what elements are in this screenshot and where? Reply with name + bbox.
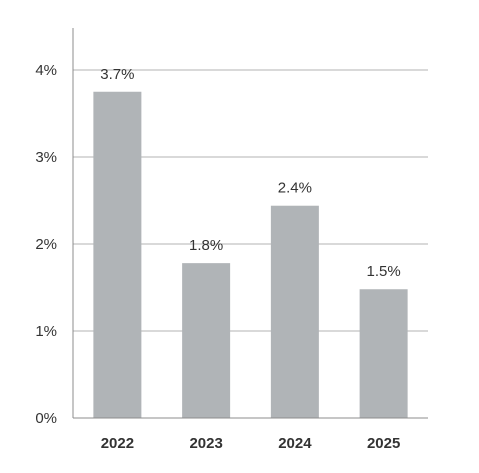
bar-2024 — [270, 205, 319, 418]
data-label-2022: 3.7% — [100, 66, 134, 83]
y-tick-label: 4% — [35, 62, 57, 79]
y-tick-label: 2% — [35, 236, 57, 253]
bars — [93, 91, 408, 418]
x-tick-label: 2023 — [189, 435, 222, 452]
x-tick-label: 2025 — [367, 435, 400, 452]
x-tick-labels: 2022 2023 2024 2025 — [101, 435, 401, 452]
y-tick-label: 1% — [35, 323, 57, 340]
bar-2023 — [182, 263, 231, 418]
y-tick-label: 0% — [35, 410, 57, 427]
data-labels: 3.7% 1.8% 2.4% 1.5% — [100, 66, 400, 280]
x-tick-label: 2022 — [101, 435, 134, 452]
x-tick-label: 2024 — [278, 435, 312, 452]
data-label-2023: 1.8% — [189, 237, 223, 254]
y-tick-label: 3% — [35, 149, 57, 166]
axes — [72, 28, 428, 419]
bar-2025 — [359, 289, 408, 418]
data-label-2024: 2.4% — [278, 180, 312, 197]
data-label-2025: 1.5% — [367, 263, 401, 280]
bar-2022 — [93, 91, 142, 418]
y-tick-labels: 0% 1% 2% 3% 4% — [35, 62, 57, 427]
